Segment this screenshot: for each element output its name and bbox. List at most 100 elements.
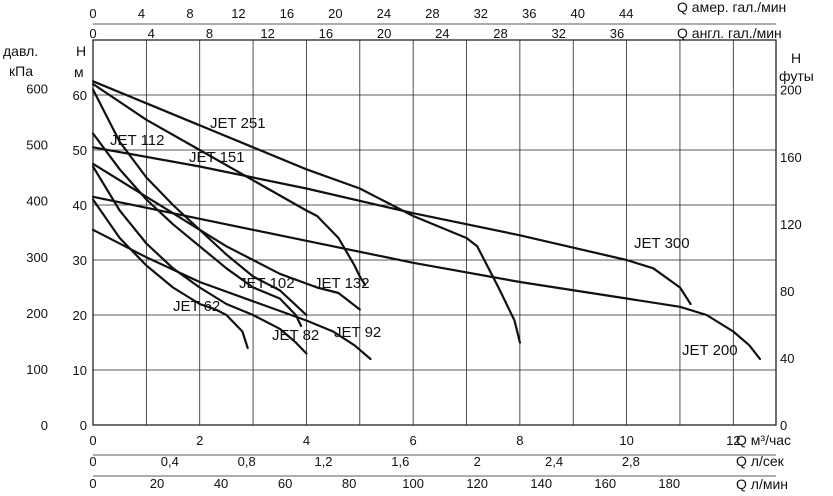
- x-top-uk-tick-label: 8: [206, 26, 213, 41]
- x-top-us-tick-label: 0: [89, 6, 96, 21]
- y-m-tick-label: 10: [73, 363, 87, 378]
- curve-jet-200: [91, 195, 762, 361]
- curve-label-jet-82: JET 82: [272, 327, 319, 344]
- x-main-tick-label: 8: [516, 433, 523, 448]
- curve-label-jet-151: JET 151: [189, 149, 245, 166]
- y-kpa-label-line2: кПа: [9, 63, 33, 79]
- x-top-us-tick-label: 44: [619, 6, 633, 21]
- y-kpa-tick-label: 200: [26, 306, 48, 321]
- x-lmin-tick-label: 160: [594, 476, 616, 491]
- x-top-uk-tick-label: 20: [377, 26, 391, 41]
- x-top-uk-tick-label: 16: [319, 26, 333, 41]
- curve-jet-300: [91, 146, 692, 306]
- y-ft-label-line1: H: [791, 50, 801, 66]
- x-ls-tick-label: 1,2: [314, 454, 332, 469]
- y-m-tick-label: 0: [80, 418, 87, 433]
- y-kpa-tick-label: 0: [41, 418, 48, 433]
- x-ls-tick-label: 0,8: [238, 454, 256, 469]
- y-kpa-tick-label: 500: [26, 138, 48, 153]
- x-ls-tick-label: 0,4: [161, 454, 179, 469]
- y-ft-tick-label: 80: [780, 284, 794, 299]
- x-lmin-tick-label: 180: [658, 476, 680, 491]
- x-top-us-tick-label: 32: [474, 6, 488, 21]
- x-top-us-tick-label: 12: [231, 6, 245, 21]
- curve-labels: JET 62 JET 82 JET 102 JET 92 JET 112 JET 132 J…: [110, 115, 738, 359]
- x-top-us-tick-label: 16: [280, 6, 294, 21]
- curve-label-jet-92: JET 92: [334, 324, 381, 341]
- tick-labels: 0 2 4 6 8 10 120 0,4 0,8 1,2 1,6 2 2,4 2,80 20 40 60 80 10…: [26, 6, 801, 491]
- y-kpa-tick-label: 100: [26, 362, 48, 377]
- y-m-tick-label: 40: [73, 198, 87, 213]
- y-kpa-label-line1: давл.: [3, 43, 38, 59]
- curve-label-jet-62: JET 62: [173, 298, 220, 315]
- x-ls-tick-label: 2,8: [622, 454, 640, 469]
- y-m-tick-label: 30: [73, 253, 87, 268]
- x-main-tick-label: 0: [89, 433, 96, 448]
- y-ft-tick-label: 120: [780, 217, 802, 232]
- y-kpa-tick-label: 400: [26, 194, 48, 209]
- x-top-uk-tick-label: 36: [610, 26, 624, 41]
- x-ls-tick-label: 1,6: [391, 454, 409, 469]
- y-ft-label-line2: футы: [779, 68, 814, 84]
- x-main-tick-label: 12: [726, 433, 740, 448]
- x-lmin-label: Q л/мин: [736, 476, 788, 492]
- x-lmin-tick-label: 60: [278, 476, 292, 491]
- curve-jet-92: [91, 228, 372, 361]
- x-lmin-tick-label: 80: [342, 476, 356, 491]
- x-top-us-tick-label: 4: [138, 6, 145, 21]
- curve-jet-132: [91, 162, 361, 311]
- x-lmin-tick-label: 140: [530, 476, 552, 491]
- x-main-tick-label: 4: [303, 433, 310, 448]
- grid: [92, 23, 777, 477]
- x-top-us-label: Q амер. гал./мин: [677, 0, 786, 15]
- y-ft-tick-label: 0: [780, 418, 787, 433]
- x-main-tick-label: 2: [196, 433, 203, 448]
- x-ls-label: Q л/сек: [736, 453, 785, 469]
- x-top-uk-tick-label: 24: [435, 26, 449, 41]
- x-top-uk-tick-label: 32: [552, 26, 566, 41]
- y-ft-tick-label: 160: [780, 150, 802, 165]
- x-top-uk-tick-label: 4: [148, 26, 155, 41]
- x-main-tick-label: 6: [410, 433, 417, 448]
- x-top-uk-tick-label: 12: [260, 26, 274, 41]
- x-top-us-tick-label: 8: [186, 6, 193, 21]
- curve-jet-151: [91, 82, 367, 286]
- curve-label-jet-102: JET 102: [239, 275, 295, 292]
- x-ls-tick-label: 2: [474, 454, 481, 469]
- curve-label-jet-251: JET 251: [210, 115, 266, 132]
- x-top-uk-tick-label: 0: [89, 26, 96, 41]
- y-m-label-line1: H: [76, 43, 86, 59]
- y-m-tick-label: 20: [73, 308, 87, 323]
- y-m-tick-label: 60: [73, 88, 87, 103]
- x-ls-tick-label: 2,4: [545, 454, 563, 469]
- x-top-us-tick-label: 36: [522, 6, 536, 21]
- x-top-uk-label: Q англ. гал./мин: [677, 25, 782, 41]
- x-main-tick-label: 10: [619, 433, 633, 448]
- x-lmin-tick-label: 40: [214, 476, 228, 491]
- x-lmin-tick-label: 100: [402, 476, 424, 491]
- curve-label-jet-300: JET 300: [634, 235, 690, 252]
- x-top-us-tick-label: 24: [377, 6, 391, 21]
- x-top-uk-tick-label: 28: [493, 26, 507, 41]
- x-top-us-tick-label: 28: [425, 6, 439, 21]
- y-m-label-line2: м: [74, 64, 84, 80]
- x-ls-tick-label: 0: [89, 454, 96, 469]
- x-top-us-tick-label: 20: [328, 6, 342, 21]
- plot-frame: [92, 39, 777, 426]
- x-lmin-tick-label: 0: [89, 476, 96, 491]
- curve-jet-102: [91, 132, 303, 328]
- x-lmin-tick-label: 20: [150, 476, 164, 491]
- curve-label-jet-112: JET 112: [110, 132, 164, 149]
- curve-label-jet-200: JET 200: [682, 342, 738, 359]
- y-m-tick-label: 50: [73, 143, 87, 158]
- curve-jet-251: [91, 80, 521, 344]
- y-ft-tick-label: 40: [780, 351, 794, 366]
- y-kpa-tick-label: 300: [26, 250, 48, 265]
- x-top-us-tick-label: 40: [571, 6, 585, 21]
- x-main-label: Q м³/час: [736, 432, 791, 448]
- curve-jet-82: [91, 165, 308, 355]
- y-kpa-tick-label: 600: [26, 82, 48, 97]
- curves: [91, 80, 762, 361]
- curve-label-jet-132: JET 132: [314, 275, 370, 292]
